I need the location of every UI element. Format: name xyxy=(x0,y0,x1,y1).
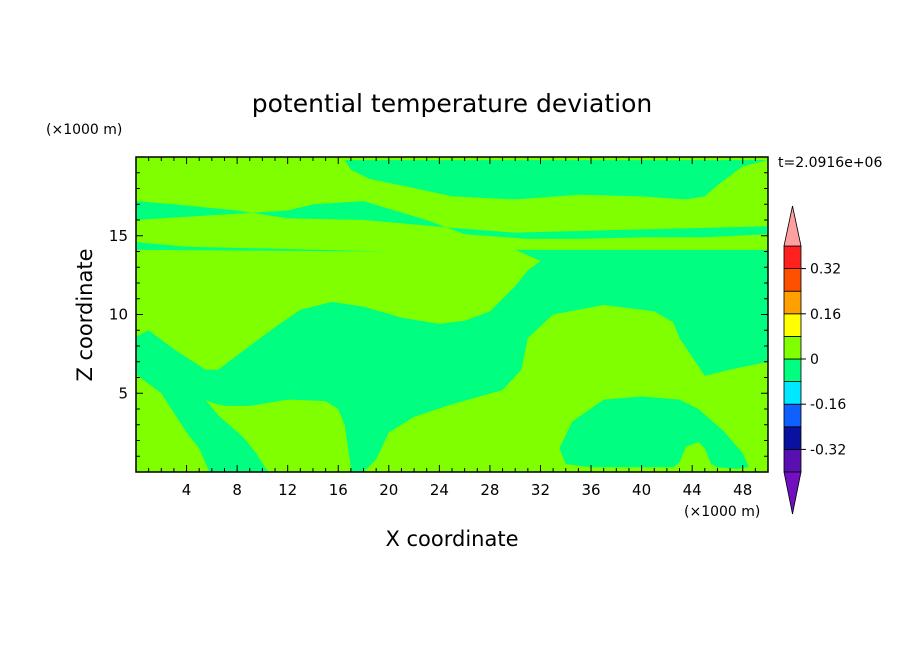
field-region-2 xyxy=(136,201,768,239)
colorbar-label: 0 xyxy=(810,352,819,368)
colorbar-over-arrow xyxy=(783,205,802,247)
x-tick-label: 36 xyxy=(581,481,600,499)
colorbar-label: 0.16 xyxy=(810,307,841,323)
y-tick-label: 15 xyxy=(109,227,128,245)
x-tick-label: 20 xyxy=(379,481,398,499)
chart-title: potential temperature deviation xyxy=(252,89,652,118)
field-region-1 xyxy=(136,160,768,200)
colorbar-segment xyxy=(783,313,802,337)
colorbar-label: 0.32 xyxy=(810,262,841,278)
y-axis-ticks: 5 10 15 xyxy=(109,172,768,457)
y-tick-label: 10 xyxy=(109,306,128,324)
x-tick-label: 24 xyxy=(430,481,449,499)
y-axis-title: Z coordinate xyxy=(73,248,97,381)
colorbar-segment xyxy=(783,268,802,292)
colorbar-segment xyxy=(783,358,802,383)
colorbar-label: -0.32 xyxy=(810,442,846,458)
x-tick-label: 40 xyxy=(632,481,651,499)
field-region-3 xyxy=(136,242,768,472)
colorbar-label: -0.16 xyxy=(810,397,846,413)
y-tick-label: 5 xyxy=(118,384,128,402)
x-tick-label: 32 xyxy=(531,481,550,499)
x-tick-label: 4 xyxy=(182,481,192,499)
colorbar-under-arrow xyxy=(783,471,802,515)
x-tick-label: 28 xyxy=(480,481,499,499)
x-tick-label: 16 xyxy=(329,481,348,499)
x-tick-label: 48 xyxy=(733,481,752,499)
field-region-4 xyxy=(559,396,749,469)
x-tick-label: 44 xyxy=(683,481,702,499)
y-axis-unit: (×1000 m) xyxy=(46,122,122,138)
time-label: t=2.0916e+06 xyxy=(778,155,882,171)
x-axis-ticks: 4 8 12 16 20 24 28 32 36 40 44 48 xyxy=(148,157,756,499)
colorbar-segment xyxy=(783,426,802,450)
x-axis-title: X coordinate xyxy=(385,527,518,551)
colorbar-segment xyxy=(783,381,802,405)
colorbar-segment xyxy=(783,245,802,270)
field-regions xyxy=(136,160,768,472)
x-tick-label: 12 xyxy=(278,481,297,499)
colorbar-segment xyxy=(783,335,802,360)
colorbar-segment xyxy=(783,448,802,473)
colorbar-segment xyxy=(783,290,802,315)
colorbar-segment xyxy=(783,403,802,428)
colorbar: -0.32 -0.16 0 0.16 0.32 xyxy=(783,205,846,515)
plot-area xyxy=(135,156,769,473)
x-axis-unit: (×1000 m) xyxy=(684,504,760,520)
x-tick-label: 8 xyxy=(232,481,242,499)
